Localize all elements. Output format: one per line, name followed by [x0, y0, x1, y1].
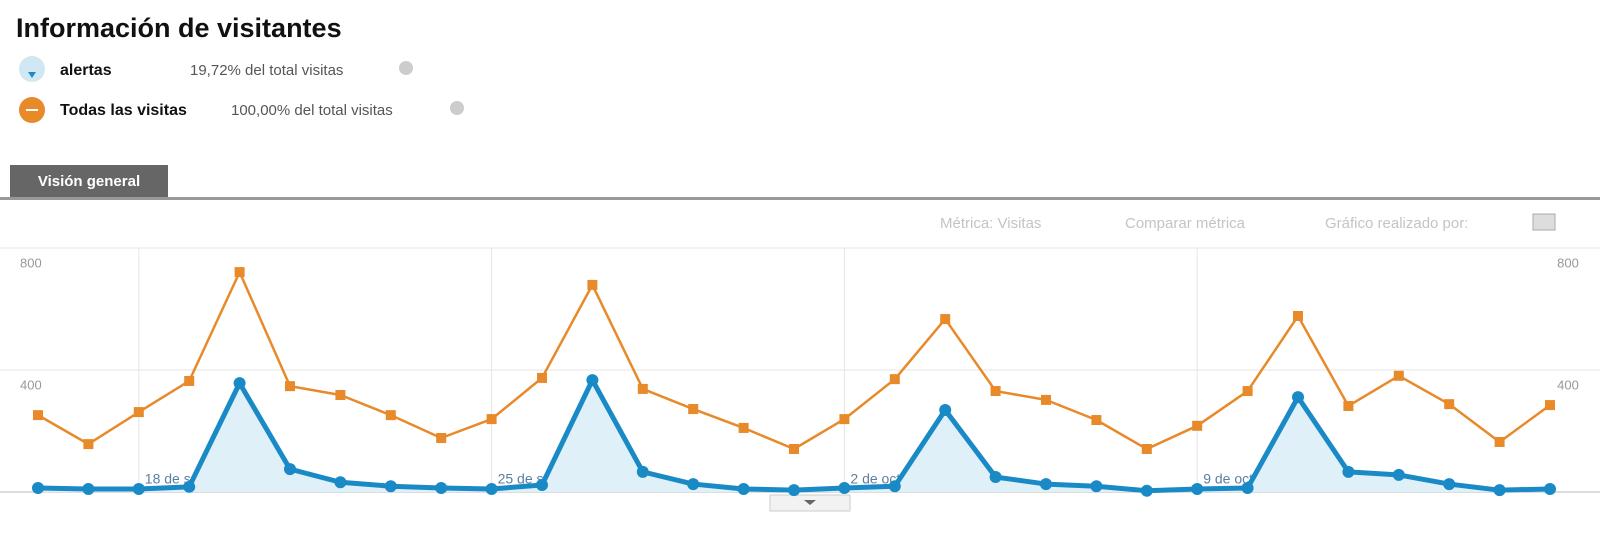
y-tick-label: 400: [20, 377, 42, 392]
legend-note: 19,72% del total visitas: [190, 62, 343, 79]
expand-handle[interactable]: [804, 500, 816, 505]
point: [1393, 370, 1404, 381]
point: [1444, 399, 1455, 410]
point: [233, 377, 246, 390]
point: [1343, 400, 1354, 411]
remove-icon[interactable]: [399, 61, 413, 75]
point: [234, 267, 245, 278]
legend-label: alertas: [60, 62, 112, 79]
point: [384, 480, 397, 493]
remove-icon[interactable]: [450, 101, 464, 115]
point: [1494, 436, 1505, 447]
point: [1241, 482, 1254, 495]
legend-icon: [19, 56, 45, 82]
point: [738, 422, 749, 433]
tab-rule: [0, 197, 1600, 200]
point: [1192, 420, 1203, 431]
point: [285, 381, 295, 392]
legend-icon: [28, 72, 36, 78]
point: [435, 482, 448, 495]
point: [839, 414, 850, 425]
tab[interactable]: [10, 165, 168, 198]
point: [1041, 394, 1051, 405]
toolbar-item[interactable]: Métrica: Visitas: [940, 215, 1041, 232]
point: [1292, 391, 1304, 404]
point: [132, 482, 145, 495]
point: [989, 471, 1002, 484]
point: [334, 476, 347, 489]
point: [1392, 468, 1405, 481]
point: [385, 410, 396, 421]
point: [1342, 465, 1355, 478]
point: [737, 482, 750, 495]
point: [436, 433, 447, 444]
point: [1191, 482, 1204, 495]
point: [1140, 484, 1153, 497]
point: [1443, 478, 1456, 491]
point: [788, 484, 800, 497]
point: [587, 279, 598, 290]
point: [1141, 443, 1152, 454]
point: [687, 478, 700, 491]
point: [33, 410, 43, 421]
toolbar-item[interactable]: Comparar métrica: [1125, 215, 1246, 232]
y-tick-label: 400: [1557, 377, 1579, 392]
point: [32, 482, 44, 495]
point: [940, 314, 951, 325]
point: [939, 403, 952, 416]
point: [1091, 415, 1102, 426]
point: [586, 374, 599, 387]
point: [183, 480, 196, 493]
point: [838, 482, 851, 495]
point: [789, 443, 799, 454]
point: [485, 482, 498, 495]
x-tick-label: 2 de oct: [850, 471, 900, 487]
point: [486, 414, 497, 425]
point: [1293, 311, 1303, 322]
point: [536, 478, 548, 491]
toolbar-item[interactable]: Gráfico realizado por:: [1325, 215, 1468, 232]
point: [889, 374, 900, 385]
point: [1545, 400, 1555, 411]
point: [1544, 482, 1556, 495]
point: [184, 375, 195, 386]
point: [1493, 484, 1506, 497]
legend-note: 100,00% del total visitas: [231, 102, 393, 119]
tab-label[interactable]: Visión general: [38, 173, 140, 190]
point: [688, 404, 699, 415]
x-tick-label: 9 de oct: [1203, 471, 1253, 487]
point: [888, 480, 901, 493]
point: [637, 383, 648, 394]
chart-type-icon[interactable]: [1532, 213, 1556, 231]
point: [990, 386, 1001, 397]
y-tick-label: 800: [1557, 255, 1579, 270]
point: [335, 390, 346, 401]
point: [1242, 386, 1253, 397]
point: [284, 463, 296, 476]
point: [83, 439, 94, 450]
point: [1090, 480, 1103, 493]
y-tick-label: 800: [20, 255, 42, 270]
point: [133, 407, 144, 418]
legend-label: Todas las visitas: [60, 102, 187, 119]
point: [636, 465, 649, 478]
page-title: Información de visitantes: [16, 13, 342, 43]
point: [537, 372, 547, 383]
point: [1040, 478, 1052, 491]
point: [82, 482, 95, 495]
